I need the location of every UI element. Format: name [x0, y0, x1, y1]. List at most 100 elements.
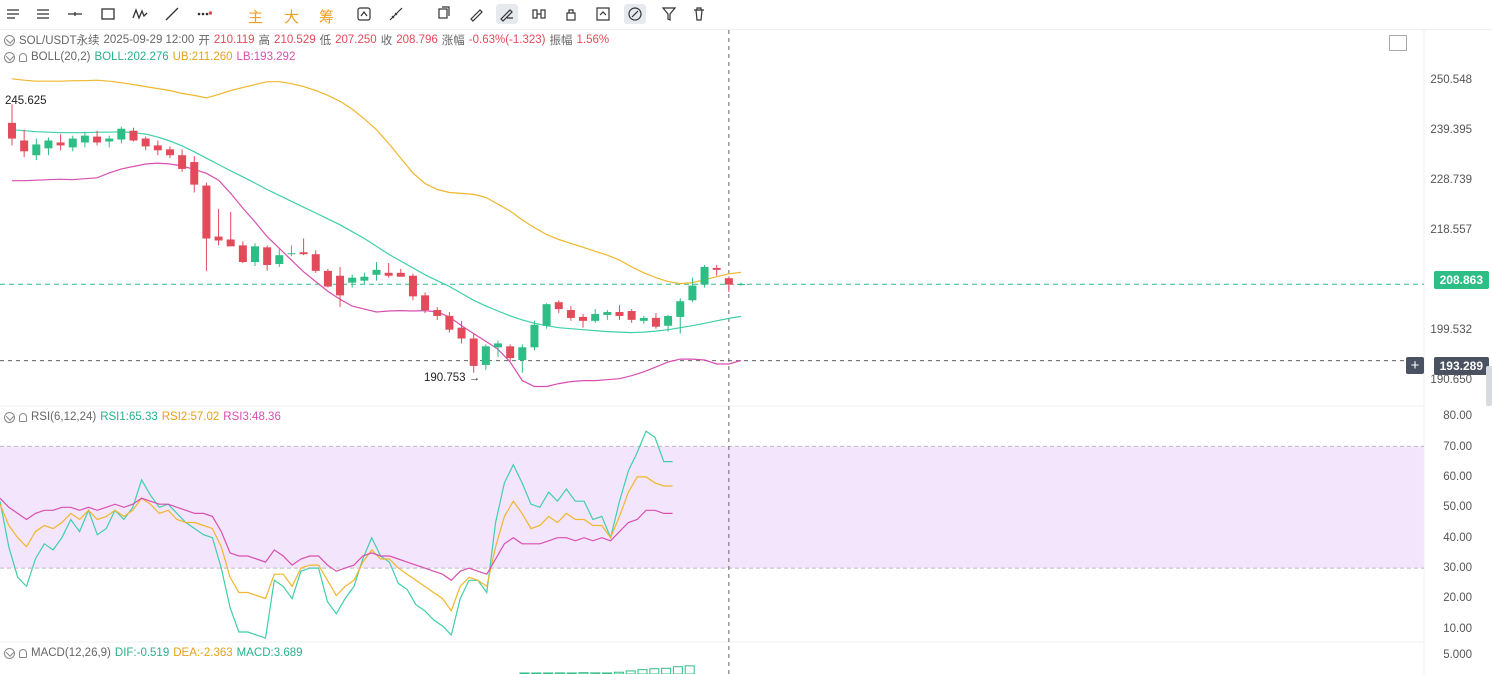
candle-body: [275, 255, 284, 265]
low-label: 低: [319, 35, 332, 47]
current-price-tag: 208.863: [1433, 271, 1489, 289]
candle-body: [724, 278, 733, 285]
horizontal-line-icon[interactable]: [64, 4, 86, 24]
bell-icon[interactable]: [19, 648, 27, 658]
candle-body: [360, 276, 369, 281]
dotted-menu-icon[interactable]: [193, 4, 215, 24]
candle-body: [190, 162, 199, 185]
scroll-handle[interactable]: [1486, 366, 1492, 406]
boll-legend: BOLL(20,2) BOLL:202.276 UB:211.260 LB:19…: [4, 51, 295, 63]
copy-icon[interactable]: [433, 4, 455, 24]
loop-icon[interactable]: [353, 4, 375, 24]
edit-icon[interactable]: [624, 4, 646, 24]
main-toggle[interactable]: 主: [248, 9, 264, 26]
candle-body: [93, 136, 102, 143]
candle-body: [579, 316, 588, 321]
large-toggle[interactable]: 大: [284, 9, 300, 26]
low-annotation-value: 190.753: [424, 372, 466, 384]
boll-mid-line: [11, 129, 742, 334]
candle-body: [178, 155, 187, 169]
rsi3-line: [0, 497, 673, 582]
price-axis-label: 190.650: [1430, 374, 1472, 386]
wave-icon[interactable]: [129, 4, 151, 24]
boll-mid: BOLL:202.276: [94, 51, 169, 63]
symbol-legend: SOL/USDT永续 2025-09-29 12:00 开 210.119 高 21…: [4, 32, 609, 48]
candle-body: [396, 272, 405, 277]
candle-body: [506, 346, 515, 359]
rsi-band: [0, 446, 1424, 569]
eye-icon[interactable]: [4, 51, 15, 63]
candle-body: [32, 144, 41, 156]
candle-body: [737, 284, 745, 286]
price-axis-label: 218.557: [1430, 224, 1472, 236]
candle-body: [80, 135, 89, 143]
rsi-axis-label: 30.00: [1443, 562, 1472, 574]
candle-body: [494, 343, 502, 348]
hamburger-icon[interactable]: [2, 4, 24, 24]
candle-body: [44, 140, 53, 149]
rectangle-icon[interactable]: [97, 4, 119, 24]
pen-icon[interactable]: [465, 4, 487, 24]
rsi-axis-label: 70.00: [1443, 441, 1472, 453]
candle-body: [384, 272, 393, 276]
bell-icon[interactable]: [19, 52, 27, 62]
low-value: 207.250: [335, 34, 377, 46]
crosshair-price-tag: 193.289: [1433, 357, 1489, 375]
macd-title: MACD(12,26,9): [31, 647, 111, 659]
drawing-toolbar: 主 大 筹: [0, 0, 1492, 30]
eye-icon[interactable]: [4, 647, 15, 659]
rsi-axis-label: 50.00: [1443, 501, 1472, 513]
magnet-icon[interactable]: [496, 4, 518, 24]
macd-bar: [649, 668, 660, 674]
rsi-axis-label: 80.00: [1443, 410, 1472, 422]
symbol-name: SOL/USDT永续: [19, 35, 100, 47]
rsi-title: RSI(6,12,24): [31, 411, 97, 423]
candle-body: [165, 149, 174, 156]
candle-body: [68, 138, 77, 148]
candle-body: [129, 130, 138, 141]
rsi1-value: RSI1:65.33: [100, 411, 158, 423]
candle-body: [251, 246, 259, 263]
close-value: 208.796: [396, 34, 438, 46]
amp-label: 振幅: [549, 35, 573, 47]
trash-icon[interactable]: [688, 4, 710, 24]
filter-icon[interactable]: [658, 4, 680, 24]
rsi3-value: RSI3:48.36: [223, 411, 281, 423]
macd-value: MACD:3.689: [236, 647, 303, 659]
macd-bar: [590, 672, 601, 674]
eye-icon[interactable]: [4, 34, 15, 46]
high-annotation: 245.625: [5, 95, 47, 107]
candle-body: [445, 315, 454, 330]
rsi2-line: [0, 476, 673, 612]
lock-icon[interactable]: [560, 4, 582, 24]
rsi-axis-label: 60.00: [1443, 471, 1472, 483]
candle-body: [20, 140, 29, 152]
macd-legend: MACD(12,26,9) DIF:-0.519 DEA:-2.363 MACD…: [4, 647, 303, 659]
macd-histogram: [519, 665, 695, 674]
candle-body: [263, 247, 272, 265]
candle-body: [348, 277, 357, 283]
candle-body: [603, 312, 612, 315]
boll-lines: [11, 78, 742, 388]
candle-body: [518, 347, 527, 361]
eye-icon[interactable]: [4, 411, 15, 423]
trend-line-icon[interactable]: [161, 4, 183, 24]
macd-dif: DIF:-0.519: [114, 647, 170, 659]
boll-lb: LB:193.292: [236, 51, 296, 63]
price-chart[interactable]: [0, 30, 1492, 674]
maximize-icon[interactable]: [1389, 35, 1407, 51]
boll-lower-line: [12, 162, 742, 388]
add-alert-button[interactable]: +: [1406, 357, 1424, 374]
chips-toggle[interactable]: 筹: [319, 9, 335, 26]
bell-icon[interactable]: [19, 412, 27, 422]
boll-ub: UB:211.260: [172, 51, 233, 63]
candle-body: [311, 254, 320, 271]
candle-body: [627, 311, 636, 320]
measure-icon[interactable]: [385, 4, 407, 24]
list-icon[interactable]: [32, 4, 54, 24]
candle-body: [226, 239, 235, 247]
candle-body: [421, 295, 430, 311]
candle-icon[interactable]: [528, 4, 550, 24]
amp-value: 1.56%: [576, 34, 610, 46]
note-icon[interactable]: [592, 4, 614, 24]
